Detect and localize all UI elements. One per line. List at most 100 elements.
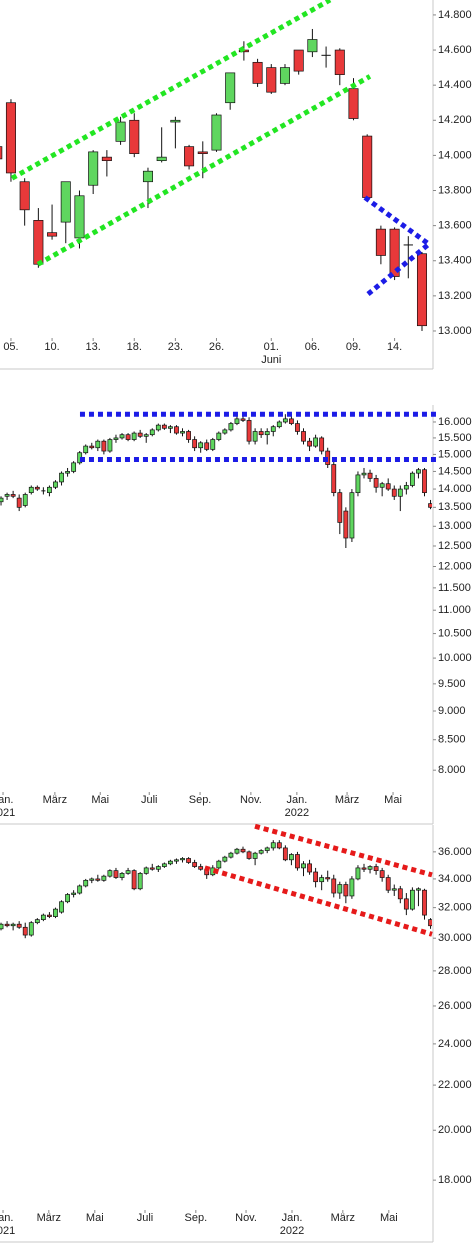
candle-body xyxy=(307,440,312,447)
candle-body xyxy=(246,420,252,442)
x-tick-label: Jan. xyxy=(282,1212,303,1224)
candle-body xyxy=(125,434,131,440)
y-tick-label: 14.400 xyxy=(438,79,472,91)
candle-body xyxy=(59,901,64,913)
candle-body xyxy=(307,863,312,873)
candle-body xyxy=(337,492,343,523)
y-tick-label: 12.000 xyxy=(438,560,472,572)
y-tick-label: 13.200 xyxy=(438,290,472,302)
y-tick-label: 13.500 xyxy=(438,501,472,513)
y-tick-label: 15.500 xyxy=(438,432,472,444)
candle-body xyxy=(282,847,288,861)
candle-body xyxy=(313,437,319,447)
candle-body xyxy=(321,54,331,56)
candle-body xyxy=(53,908,58,917)
candle-body xyxy=(216,860,222,869)
candle-body xyxy=(422,469,427,494)
x-tick-label: Jan. xyxy=(0,794,13,806)
candle-body xyxy=(4,494,10,497)
y-tick-label: 36.000 xyxy=(438,846,472,858)
candle-body xyxy=(397,888,403,900)
candle-body xyxy=(325,877,331,880)
x-tick-sublabel: 2022 xyxy=(285,807,309,819)
candle-body xyxy=(289,418,294,424)
candle-body xyxy=(301,431,306,442)
x-tick-label: 13. xyxy=(86,341,101,353)
y-tick-label: 13.000 xyxy=(438,520,472,532)
candle-body xyxy=(282,418,288,423)
y-tick-label: 9.000 xyxy=(438,705,466,717)
x-tick-label: 05. xyxy=(3,341,18,353)
candle-body xyxy=(375,228,386,256)
candle-body xyxy=(198,442,204,449)
y-tick-label: 11.000 xyxy=(438,604,471,616)
trend-line xyxy=(36,74,372,267)
y-tick-label: 13.800 xyxy=(438,184,472,196)
candle-body xyxy=(222,856,228,862)
candle-body xyxy=(389,228,400,277)
candle-body xyxy=(397,488,403,497)
x-tick-label: 10. xyxy=(44,341,59,353)
candle-body xyxy=(343,884,349,897)
candle-body xyxy=(258,431,264,436)
y-tick-label: 16.000 xyxy=(438,416,472,428)
candle-body xyxy=(416,469,421,474)
x-tick-label: Nov. xyxy=(235,1212,257,1224)
y-tick-label: 14.000 xyxy=(438,149,472,161)
candle-body xyxy=(22,926,28,936)
x-tick-sublabel: 2021 xyxy=(0,807,15,819)
x-tick-sublabel: 2021 xyxy=(0,1225,15,1237)
candle-body xyxy=(210,439,216,450)
candle-body xyxy=(416,253,428,327)
y-tick-label: 8.500 xyxy=(438,734,466,746)
candle-body xyxy=(264,847,270,851)
candle-body xyxy=(137,432,143,437)
candle-body xyxy=(355,474,361,494)
candle-body xyxy=(34,919,40,924)
candle-body xyxy=(113,870,119,878)
x-tick-label: Nov. xyxy=(240,794,262,806)
candle-body xyxy=(34,486,40,490)
candle-body xyxy=(0,146,3,160)
x-tick-sublabel: 2022 xyxy=(280,1225,304,1237)
candle-body xyxy=(83,445,89,454)
candle-body xyxy=(131,870,137,890)
candle-body xyxy=(270,426,276,432)
candle-body xyxy=(349,878,355,897)
candle-body xyxy=(266,67,277,93)
candle-body xyxy=(331,464,337,494)
candle-body xyxy=(10,494,16,497)
candle-body xyxy=(47,914,52,917)
candle-body xyxy=(186,431,191,440)
candle-body xyxy=(131,432,137,440)
candle-body xyxy=(422,889,427,916)
candle-body xyxy=(174,426,179,434)
candle-body xyxy=(180,858,185,861)
x-tick-label: 18. xyxy=(127,341,142,353)
candle-body xyxy=(204,442,210,450)
candle-body xyxy=(95,878,101,881)
y-tick-label: 26.000 xyxy=(438,1000,472,1012)
candle-body xyxy=(0,497,4,503)
y-tick-label: 12.500 xyxy=(438,540,472,552)
x-tick-label: Juli xyxy=(141,794,158,806)
x-tick-label: Mai xyxy=(384,794,402,806)
candle-body xyxy=(343,510,349,539)
candle-body xyxy=(83,879,89,887)
candle-body xyxy=(252,852,258,859)
candle-body xyxy=(77,885,83,894)
candle-body xyxy=(161,863,167,867)
candle-body xyxy=(409,472,415,486)
candle-body xyxy=(192,439,198,449)
x-tick-label: März xyxy=(37,1212,61,1224)
candle-body xyxy=(361,867,367,870)
candle-body xyxy=(197,151,208,154)
candle-body xyxy=(89,445,95,449)
x-tick-label: Sep. xyxy=(189,794,212,806)
x-tick-label: 01. xyxy=(264,341,279,353)
trend-line xyxy=(363,195,432,247)
y-tick-label: 14.500 xyxy=(438,465,472,477)
y-tick-label: 24.000 xyxy=(438,1038,472,1050)
candle-body xyxy=(373,478,379,488)
candle-body xyxy=(60,181,71,223)
